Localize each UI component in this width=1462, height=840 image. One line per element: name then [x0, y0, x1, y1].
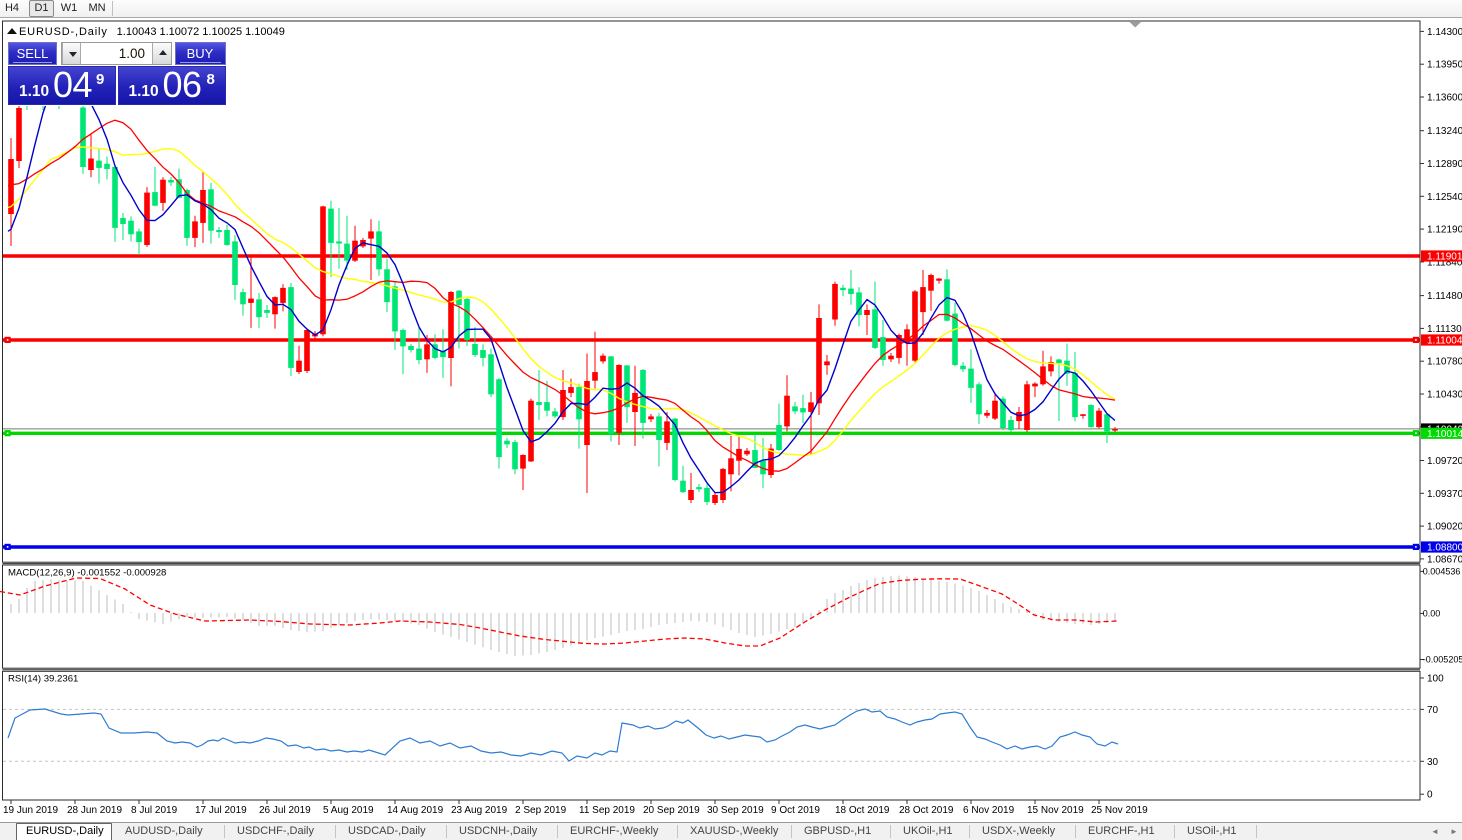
- svg-text:70: 70: [1427, 705, 1439, 716]
- svg-text:8 Jul 2019: 8 Jul 2019: [131, 805, 178, 816]
- svg-text:19 Jun 2019: 19 Jun 2019: [3, 805, 58, 816]
- svg-text:15 Nov 2019: 15 Nov 2019: [1027, 805, 1084, 816]
- svg-text:1.13950: 1.13950: [1427, 60, 1462, 71]
- svg-text:1.11480: 1.11480: [1427, 291, 1462, 302]
- svg-text:28 Jun 2019: 28 Jun 2019: [67, 805, 122, 816]
- svg-text:RSI(14) 39.2361: RSI(14) 39.2361: [8, 674, 78, 685]
- svg-text:14 Aug 2019: 14 Aug 2019: [387, 805, 444, 816]
- svg-text:28 Oct 2019: 28 Oct 2019: [899, 805, 954, 816]
- svg-text:17 Jul 2019: 17 Jul 2019: [195, 805, 247, 816]
- svg-text:MACD(12,26,9) -0.001552 -0.000: MACD(12,26,9) -0.001552 -0.000928: [8, 568, 166, 579]
- svg-text:1.14300: 1.14300: [1427, 27, 1462, 38]
- svg-text:0.004536: 0.004536: [1423, 567, 1461, 577]
- svg-text:1.11840: 1.11840: [1427, 257, 1462, 268]
- svg-text:9 Oct 2019: 9 Oct 2019: [771, 805, 820, 816]
- svg-text:20 Sep 2019: 20 Sep 2019: [643, 805, 700, 816]
- svg-text:30 Sep 2019: 30 Sep 2019: [707, 805, 764, 816]
- svg-text:1.10014: 1.10014: [1427, 429, 1462, 440]
- svg-text:1.10430: 1.10430: [1427, 390, 1462, 401]
- svg-text:1.13600: 1.13600: [1427, 93, 1462, 104]
- svg-text:6 Nov 2019: 6 Nov 2019: [963, 805, 1015, 816]
- svg-text:-0.005205: -0.005205: [1423, 655, 1462, 665]
- svg-text:2 Sep 2019: 2 Sep 2019: [515, 805, 567, 816]
- svg-text:1.11004: 1.11004: [1427, 336, 1462, 347]
- svg-text:11 Sep 2019: 11 Sep 2019: [579, 805, 635, 816]
- svg-text:1.13240: 1.13240: [1427, 126, 1462, 137]
- svg-text:1.09020: 1.09020: [1427, 522, 1462, 533]
- svg-text:1.11130: 1.11130: [1427, 324, 1462, 335]
- svg-text:1.12890: 1.12890: [1427, 159, 1462, 170]
- svg-text:5 Aug 2019: 5 Aug 2019: [323, 805, 374, 816]
- svg-text:100: 100: [1427, 674, 1444, 685]
- svg-text:1.12540: 1.12540: [1427, 192, 1462, 203]
- svg-text:1.08670: 1.08670: [1427, 554, 1462, 565]
- svg-text:0.00: 0.00: [1423, 609, 1441, 619]
- svg-text:23 Aug 2019: 23 Aug 2019: [451, 805, 508, 816]
- svg-text:26 Jul 2019: 26 Jul 2019: [259, 805, 311, 816]
- svg-text:0: 0: [1427, 790, 1433, 801]
- svg-text:1.10780: 1.10780: [1427, 357, 1462, 368]
- svg-text:1.11901: 1.11901: [1427, 252, 1462, 263]
- svg-text:18 Oct 2019: 18 Oct 2019: [835, 805, 890, 816]
- svg-text:30: 30: [1427, 757, 1439, 768]
- svg-text:1.12190: 1.12190: [1427, 225, 1462, 236]
- svg-text:1.09370: 1.09370: [1427, 489, 1462, 500]
- svg-text:1.08800: 1.08800: [1427, 543, 1462, 554]
- svg-text:25 Nov 2019: 25 Nov 2019: [1091, 805, 1148, 816]
- svg-text:1.09720: 1.09720: [1427, 456, 1462, 467]
